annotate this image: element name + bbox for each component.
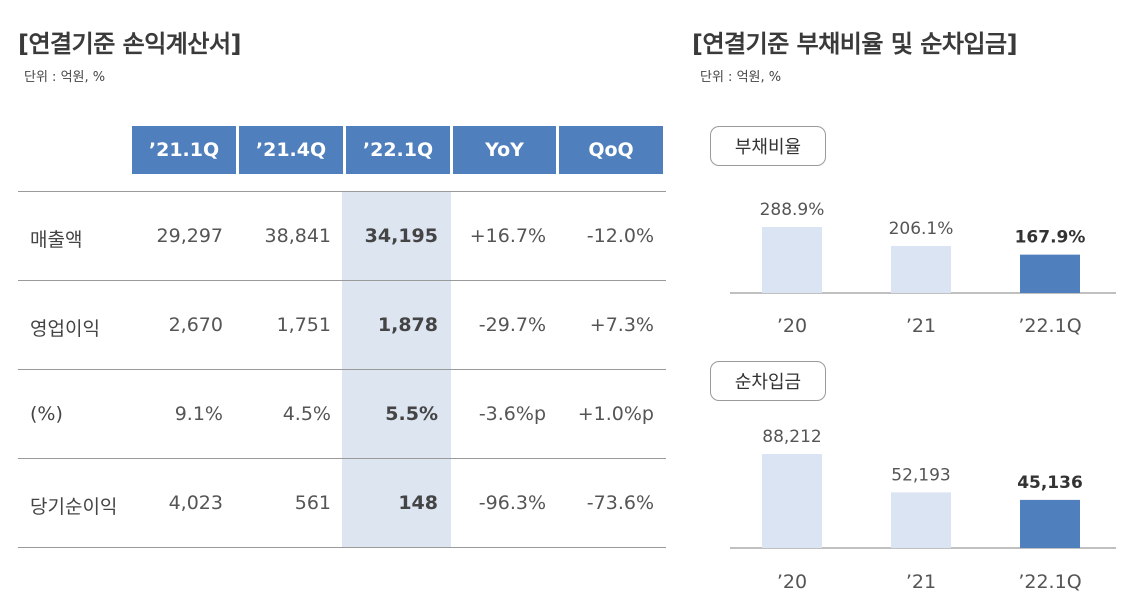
bar [891, 245, 951, 293]
debt-ratio-chart: 288.9% ’20 206.1% ’21 167.9% ’22.1Q [730, 170, 1120, 345]
x-tick-label: ’21 [906, 315, 936, 337]
row-label-net-income: 당기순이익 [30, 496, 118, 518]
table-cell: -96.3% [478, 492, 546, 514]
bar [762, 227, 822, 293]
table-cell: 4.5% [282, 403, 331, 425]
table-rule [18, 547, 666, 548]
col-header-21-1q: ’21.1Q [132, 126, 236, 174]
row-label-revenue: 매출액 [30, 229, 83, 251]
col-header-yoy: YoY [453, 126, 556, 174]
table-cell: -3.6%p [478, 403, 546, 425]
bar [1020, 499, 1080, 548]
bar [762, 454, 822, 548]
table-cell: -73.6% [586, 492, 654, 514]
table-rule [18, 369, 666, 370]
x-tick-label: ’22.1Q [1018, 315, 1081, 337]
debt-unit-label: 단위 : 억원, % [700, 70, 782, 85]
table-cell: 1,878 [377, 314, 438, 336]
col-header-22-1q: ’22.1Q [346, 126, 450, 174]
table-cell: 561 [294, 492, 331, 514]
row-label-operating-profit: 영업이익 [30, 318, 100, 340]
income-statement-title: [연결기준 손익계산서] [18, 30, 242, 58]
table-cell: -29.7% [478, 314, 546, 336]
col-header-qoq: QoQ [559, 126, 663, 174]
table-cell: +16.7% [469, 225, 546, 247]
table-rule [18, 191, 666, 192]
debt-ratio-tag: 부채비율 [710, 126, 826, 166]
bar-value-label: 167.9% [1015, 228, 1086, 248]
table-cell: 29,297 [156, 225, 223, 247]
table-cell: -12.0% [586, 225, 654, 247]
x-tick-label: ’21 [906, 571, 936, 593]
table-rule [18, 458, 666, 459]
table-cell: +1.0%p [577, 403, 654, 425]
table-cell: 1,751 [276, 314, 331, 336]
table-cell: +7.3% [589, 314, 654, 336]
debt-section-title: [연결기준 부채비율 및 순차입금] [692, 30, 1018, 58]
bar-value-label: 52,193 [891, 465, 950, 485]
income-unit-label: 단위 : 억원, % [24, 70, 106, 85]
table-cell: 34,195 [364, 225, 438, 247]
bar [891, 492, 951, 548]
bar-value-label: 206.1% [889, 219, 954, 239]
table-cell: 4,023 [168, 492, 223, 514]
x-tick-label: ’20 [777, 571, 807, 593]
bar [1020, 254, 1080, 293]
table-cell: 38,841 [264, 225, 331, 247]
net-borrowings-tag: 순차입금 [710, 361, 826, 401]
net-borrowings-chart: 88,212 ’20 52,193 ’21 45,136 ’22.1Q [730, 405, 1120, 595]
col-header-21-4q: ’21.4Q [239, 126, 343, 174]
table-cell: 148 [398, 492, 438, 514]
bar-value-label: 88,212 [762, 427, 821, 447]
x-tick-label: ’20 [777, 315, 807, 337]
row-label-margin: (%) [30, 403, 63, 425]
x-tick-label: ’22.1Q [1018, 571, 1081, 593]
table-cell: 5.5% [385, 403, 438, 425]
table-cell: 2,670 [168, 314, 223, 336]
table-rule [18, 280, 666, 281]
table-cell: 9.1% [174, 403, 223, 425]
bar-value-label: 45,136 [1017, 473, 1083, 493]
bar-value-label: 288.9% [760, 200, 825, 220]
